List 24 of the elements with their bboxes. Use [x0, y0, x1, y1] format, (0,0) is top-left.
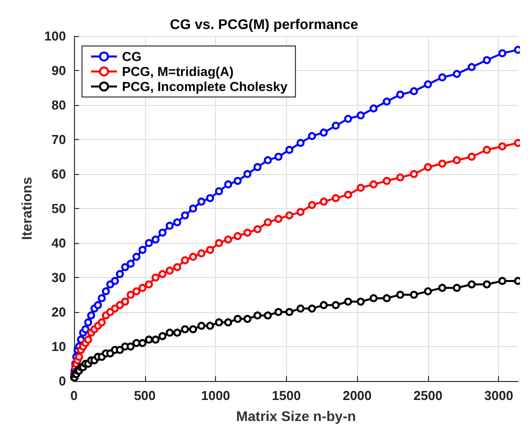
- chart-title: CG vs. PCG(M) performance: [170, 16, 358, 32]
- y-tick-label: 30: [52, 270, 66, 285]
- x-tick-label: 2000: [342, 388, 372, 403]
- y-tick-label: 40: [52, 236, 66, 250]
- legend-label: PCG, M=tridiag(A): [122, 64, 234, 79]
- y-tick-label: 50: [52, 201, 66, 216]
- legend-label: PCG, Incomplete Cholesky: [122, 79, 288, 94]
- legend-label: CG: [122, 49, 142, 64]
- x-tick-label: 500: [134, 388, 156, 403]
- y-tick-label: 90: [52, 63, 66, 78]
- x-tick-label: 0: [70, 388, 78, 403]
- y-tick-label: 0: [58, 374, 66, 388]
- y-tick-label: 80: [52, 98, 66, 112]
- y-tick-label: 10: [52, 339, 66, 354]
- x-tick-label: 2500: [413, 388, 442, 403]
- y-axis-title: Iterations: [18, 176, 34, 240]
- y-tick-label: 100: [44, 28, 66, 44]
- x-tick-label: 1500: [272, 388, 301, 403]
- y-tick-label: 20: [52, 304, 66, 320]
- y-tick-label: 70: [52, 132, 66, 147]
- x-tick-label: 3000: [484, 388, 514, 403]
- x-tick-label: 1000: [201, 388, 230, 403]
- y-tick-label: 60: [52, 166, 66, 182]
- x-axis-title: Matrix Size n-by-n: [236, 408, 356, 424]
